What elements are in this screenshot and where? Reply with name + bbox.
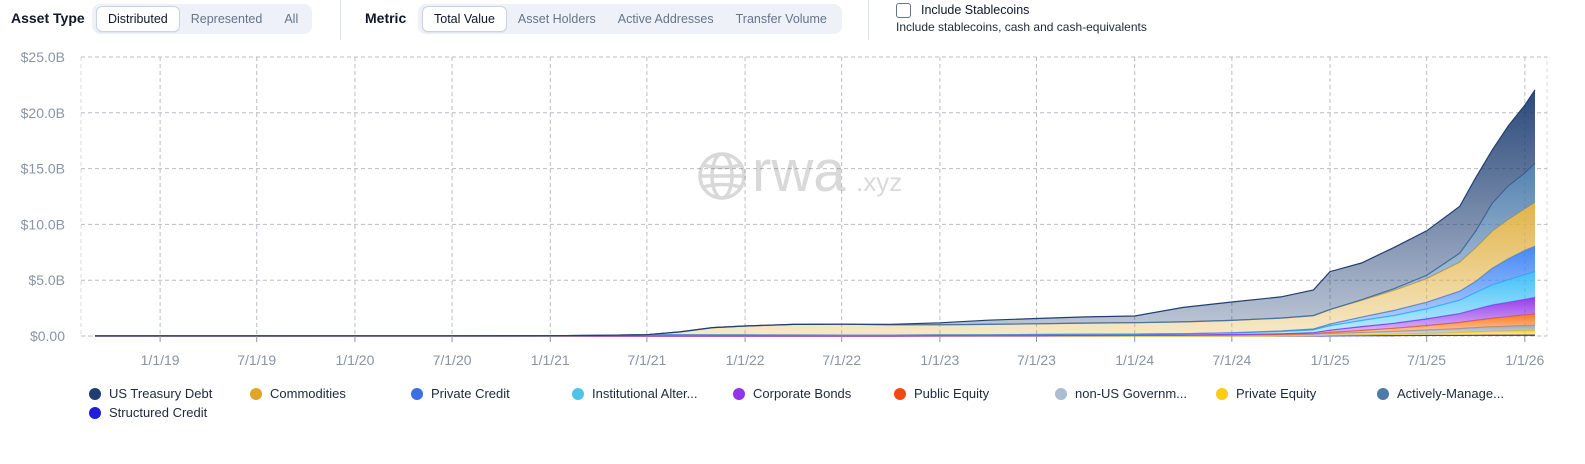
legend-swatch <box>1377 387 1389 400</box>
legend-item[interactable]: US Treasury Debt <box>89 386 212 401</box>
x-tick-label: 1/1/19 <box>141 352 180 368</box>
metric-asset-holders-button[interactable]: Asset Holders <box>517 12 596 26</box>
x-tick-label: 1/1/21 <box>531 352 570 368</box>
legend-swatch <box>89 387 101 400</box>
legend-swatch <box>1055 387 1067 400</box>
x-tick-label: 7/1/19 <box>237 352 276 368</box>
x-tick-label: 7/1/25 <box>1407 352 1446 368</box>
y-tick-label: $5.0B <box>28 272 65 288</box>
include-stablecoins-label[interactable]: Include Stablecoins <box>921 3 1030 17</box>
x-tick-label: 7/1/22 <box>822 352 861 368</box>
divider <box>340 0 341 40</box>
asset-type-selector: Distributed Represented All <box>92 4 312 34</box>
legend-swatch <box>411 387 423 400</box>
watermark-suffix: .xyz <box>856 167 902 197</box>
include-stablecoins-description: Include stablecoins, cash and cash-equiv… <box>896 20 1147 34</box>
legend-swatch <box>1216 387 1228 400</box>
area-series <box>95 330 1535 336</box>
legend-label: non-US Governm... <box>1075 386 1187 401</box>
x-tick-label: 1/1/25 <box>1311 352 1350 368</box>
legend-label: Institutional Alter... <box>592 386 698 401</box>
x-tick-label: 1/1/20 <box>335 352 374 368</box>
legend-item[interactable]: non-US Governm... <box>1055 386 1187 401</box>
legend-label: Private Credit <box>431 386 510 401</box>
legend-label: Structured Credit <box>109 405 208 420</box>
y-tick-label: $15.0B <box>21 161 65 177</box>
y-tick-label: $10.0B <box>21 216 65 232</box>
stacked-area-chart: rwa .xyz $0.00 $5.0B $10.0B $15.0B $20.0B $25… <box>21 49 1548 368</box>
asset-type-distributed-button[interactable]: Distributed <box>96 6 180 32</box>
series-line <box>95 89 1536 337</box>
asset-type-label: Asset Type <box>11 10 85 26</box>
area-series <box>95 89 1535 336</box>
legend-label: Private Equity <box>1236 386 1317 401</box>
legend-item[interactable]: Commodities <box>250 386 346 401</box>
legend-label: Actively-Manage... <box>1397 386 1504 401</box>
legend-label: Corporate Bonds <box>753 386 852 401</box>
legend-item[interactable]: Institutional Alter... <box>572 386 698 401</box>
metric-label: Metric <box>365 10 407 26</box>
asset-type-all-button[interactable]: All <box>284 12 299 26</box>
legend-swatch <box>89 406 101 419</box>
legend-swatch <box>894 387 906 400</box>
metric-selector: Total Value Asset Holders Active Address… <box>418 4 842 34</box>
legend-swatch <box>733 387 745 400</box>
x-tick-label: 1/1/22 <box>726 352 765 368</box>
legend-item[interactable]: Structured Credit <box>89 405 207 420</box>
metric-total-value-button[interactable]: Total Value <box>422 6 507 32</box>
x-tick-label: 7/1/24 <box>1212 352 1251 368</box>
asset-type-represented-button[interactable]: Represented <box>190 12 263 26</box>
legend-item[interactable]: Private Credit <box>411 386 510 401</box>
divider <box>868 0 869 40</box>
y-tick-label: $20.0B <box>21 105 65 121</box>
x-tick-label: 7/1/23 <box>1017 352 1056 368</box>
watermark-text: rwa <box>752 139 846 204</box>
x-tick-label: 1/1/26 <box>1505 352 1544 368</box>
globe-icon <box>698 152 746 200</box>
chart-axes: $0.00 $5.0B $10.0B $15.0B $20.0B $25.0B 1/1/19… <box>21 49 1545 368</box>
include-stablecoins-checkbox[interactable] <box>896 3 911 18</box>
legend-label: US Treasury Debt <box>109 386 213 401</box>
chart-areas <box>95 89 1536 337</box>
watermark: rwa .xyz <box>698 139 902 204</box>
metric-active-addresses-button[interactable]: Active Addresses <box>617 12 714 26</box>
x-tick-label: 1/1/23 <box>920 352 959 368</box>
legend-swatch <box>572 387 584 400</box>
area-series <box>95 202 1535 336</box>
legend-item[interactable]: Actively-Manage... <box>1377 386 1504 401</box>
y-tick-label: $25.0B <box>21 49 65 65</box>
legend-item[interactable]: Corporate Bonds <box>733 386 851 401</box>
legend-label: Public Equity <box>914 386 990 401</box>
x-tick-label: 7/1/20 <box>433 352 472 368</box>
y-tick-label: $0.00 <box>30 328 65 344</box>
metric-transfer-volume-button[interactable]: Transfer Volume <box>735 12 827 26</box>
legend-item[interactable]: Private Equity <box>1216 386 1316 401</box>
x-tick-label: 1/1/24 <box>1115 352 1154 368</box>
legend-label: Commodities <box>270 386 346 401</box>
x-tick-label: 7/1/21 <box>627 352 666 368</box>
legend-item[interactable]: Public Equity <box>894 386 989 401</box>
legend-swatch <box>250 387 262 400</box>
controls-bar: Asset Type Distributed Represented All M… <box>0 0 1585 40</box>
